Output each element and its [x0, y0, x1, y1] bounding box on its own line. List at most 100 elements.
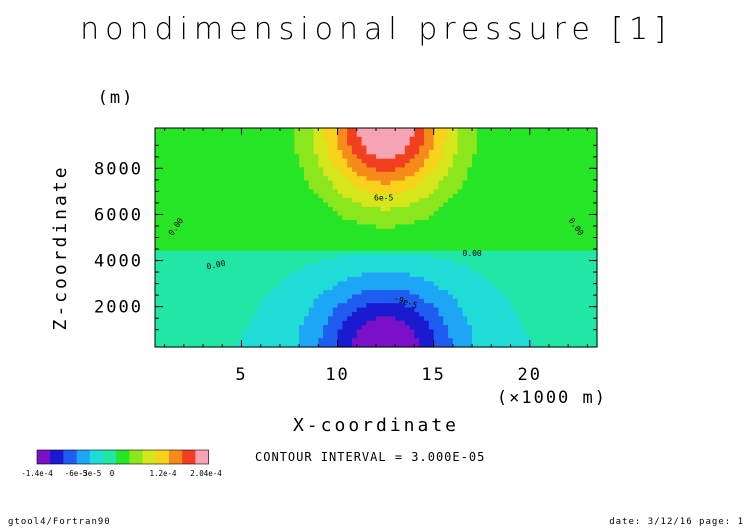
contour-fill-cell: [582, 198, 588, 204]
x-tick-label: 15: [421, 365, 445, 385]
contour-fill-cell: [515, 206, 521, 212]
contour-fill-cell: [260, 241, 267, 247]
contour-fill-cell: [323, 259, 329, 265]
contour-fill-cell: [486, 202, 492, 208]
contour-fill-cell: [231, 272, 238, 278]
contour-fill-cell: [534, 316, 540, 322]
contour-fill-cell: [183, 141, 190, 147]
contour-fill-cell: [414, 219, 420, 225]
contour-fill-cell: [351, 307, 358, 313]
contour-fill-cell: [308, 206, 315, 212]
contour-fill-cell: [568, 250, 574, 256]
contour-fill-cell: [572, 290, 579, 296]
contour-fill-cell: [424, 329, 430, 335]
contour-fill-cell: [294, 237, 300, 243]
contour-fill-cell: [587, 184, 593, 190]
contour-fill-cell: [534, 180, 540, 186]
contour-fill-cell: [260, 180, 267, 186]
contour-fill-cell: [347, 285, 353, 291]
contour-fill-cell: [275, 184, 281, 190]
contour-fill-cell: [462, 311, 468, 317]
contour-fill-cell: [400, 290, 406, 296]
contour-fill-cell: [409, 167, 416, 173]
contour-fill-cell: [380, 180, 387, 186]
contour-fill-cell: [318, 176, 324, 182]
contour-fill-cell: [332, 141, 339, 147]
contour-fill-cell: [568, 198, 574, 204]
contour-fill-cell: [351, 215, 358, 221]
contour-fill-cell: [414, 272, 420, 278]
contour-fill-cell: [587, 246, 593, 252]
contour-fill-cell: [385, 132, 392, 138]
contour-fill-cell: [179, 246, 185, 252]
contour-fill-cell: [275, 338, 281, 344]
contour-fill-cell: [227, 320, 233, 326]
contour-fill-cell: [380, 136, 387, 142]
contour-fill-cell: [179, 237, 185, 243]
contour-fill-cell: [169, 132, 175, 138]
contour-fill-cell: [227, 145, 233, 151]
contour-fill-cell: [188, 259, 195, 265]
contour-fill-cell: [260, 202, 267, 208]
contour-fill-cell: [433, 303, 440, 309]
contour-fill-cell: [174, 136, 180, 142]
contour-fill-cell: [327, 163, 334, 169]
contour-fill-cell: [462, 294, 468, 300]
x-tick-label: 20: [517, 365, 541, 385]
contour-fill-cell: [505, 136, 512, 142]
contour-fill-cell: [193, 268, 199, 274]
contour-fill-cell: [236, 276, 243, 282]
contour-fill-cell: [486, 198, 492, 204]
contour-fill-cell: [299, 184, 305, 190]
contour-fill-cell: [419, 184, 425, 190]
contour-fill-cell: [515, 294, 521, 300]
contour-fill-cell: [539, 329, 545, 335]
contour-fill-cell: [380, 158, 387, 164]
contour-fill-cell: [299, 154, 305, 160]
contour-fill-cell: [563, 246, 569, 252]
contour-fill-cell: [520, 136, 526, 142]
contour-fill-cell: [496, 255, 502, 260]
contour-fill-cell: [524, 311, 531, 317]
contour-fill-cell: [188, 128, 195, 133]
contour-fill-cell: [265, 338, 271, 344]
contour-fill-cell: [303, 149, 310, 155]
contour-fill-cell: [366, 224, 372, 230]
contour-fill-cell: [342, 246, 348, 252]
contour-fill-cell: [380, 237, 387, 243]
contour-fill-cell: [548, 338, 555, 344]
contour-fill-cell: [563, 141, 569, 147]
contour-fill-cell: [183, 154, 190, 160]
contour-fill-cell: [524, 298, 531, 304]
contour-fill-cell: [337, 338, 343, 344]
contour-fill-cell: [169, 333, 175, 339]
contour-fill-cell: [457, 338, 464, 344]
contour-fill-cell: [193, 298, 199, 304]
contour-fill-cell: [457, 206, 464, 212]
contour-fill-cell: [481, 303, 488, 309]
contour-fill-cell: [270, 215, 276, 221]
contour-fill-cell: [260, 290, 267, 296]
contour-fill-cell: [395, 206, 401, 212]
contour-fill-cell: [164, 136, 171, 142]
contour-fill-cell: [553, 184, 560, 190]
contour-fill-cell: [169, 167, 175, 173]
contour-fill-cell: [174, 176, 180, 182]
contour-fill-cell: [227, 281, 233, 287]
contour-fill-cell: [227, 167, 233, 173]
contour-fill-cell: [404, 202, 411, 208]
contour-fill-cell: [534, 329, 540, 335]
contour-fill-cell: [419, 329, 425, 335]
contour-fill-cell: [548, 241, 555, 247]
contour-fill-cell: [452, 281, 459, 287]
contour-fill-cell: [457, 167, 464, 173]
contour-fill-cell: [222, 128, 228, 133]
contour-fill-cell: [313, 136, 319, 142]
contour-fill-cell: [351, 154, 358, 160]
contour-fill-cell: [308, 233, 315, 239]
contour-fill-cell: [380, 294, 387, 300]
contour-fill-cell: [433, 241, 440, 247]
contour-fill-cell: [520, 338, 526, 344]
contour-fill-cell: [472, 316, 478, 322]
contour-fill-cell: [337, 158, 343, 164]
